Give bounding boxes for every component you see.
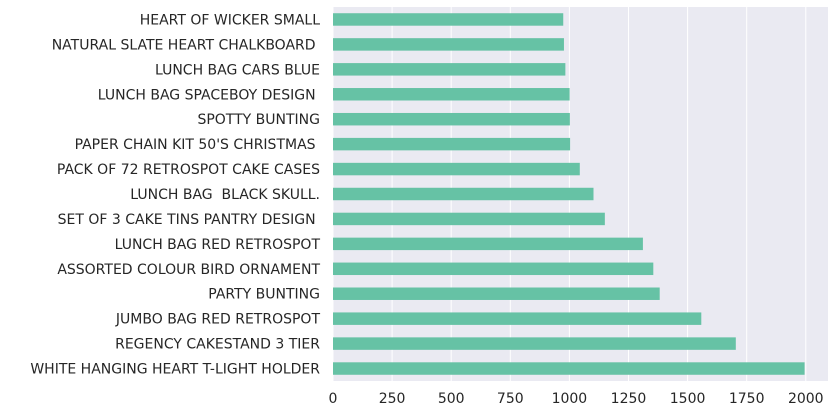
- category-label-5: LUNCH BAG RED RETROSPOT: [115, 237, 321, 253]
- category-label-11: LUNCH BAG SPACEBOY DESIGN: [98, 87, 320, 103]
- bar-11: [333, 88, 570, 101]
- category-label-10: SPOTTY BUNTING: [197, 112, 320, 128]
- category-labels: WHITE HANGING HEART T-LIGHT HOLDER REGENC…: [30, 12, 320, 377]
- category-label-4: ASSORTED COLOUR BIRD ORNAMENT: [57, 262, 320, 278]
- bar-10: [333, 112, 570, 126]
- x-tick-label-7: 1750: [729, 391, 765, 407]
- category-label-7: LUNCH BAG BLACK SKULL.: [130, 187, 320, 203]
- x-tick-label-8: 2000: [788, 391, 824, 407]
- bar-0: [333, 362, 805, 375]
- category-label-12: LUNCH BAG CARS BLUE: [155, 62, 320, 78]
- category-label-14: HEART OF WICKER SMALL: [140, 12, 320, 28]
- bar-9: [333, 137, 571, 151]
- category-label-0: WHITE HANGING HEART T-LIGHT HOLDER: [30, 362, 320, 378]
- x-tick-label-6: 1500: [670, 391, 706, 407]
- x-tick-label-2: 500: [438, 391, 465, 407]
- bar-7: [333, 187, 594, 201]
- bar-14: [333, 13, 564, 26]
- category-label-9: PAPER CHAIN KIT 50'S CHRISTMAS: [75, 137, 320, 153]
- bar-6: [333, 212, 605, 226]
- bar-1: [333, 337, 736, 350]
- bar-12: [333, 63, 566, 76]
- category-label-1: REGENCY CAKESTAND 3 TIER: [115, 337, 320, 353]
- bar-2: [333, 312, 702, 325]
- category-label-13: NATURAL SLATE HEART CHALKBOARD: [52, 37, 320, 53]
- category-label-2: JUMBO BAG RED RETROSPOT: [115, 312, 321, 328]
- x-tick-label-3: 750: [497, 391, 524, 407]
- category-label-6: SET OF 3 CAKE TINS PANTRY DESIGN: [58, 212, 320, 228]
- x-tick-labels: 0 250 500 750 1000 1250 1500 1750 2000: [329, 391, 824, 407]
- bar-8: [333, 162, 580, 176]
- bar-13: [333, 38, 564, 51]
- category-label-3: PARTY BUNTING: [208, 287, 320, 303]
- bar-5: [333, 237, 643, 251]
- x-tick-label-5: 1250: [611, 391, 647, 407]
- x-tick-label-4: 1000: [552, 391, 588, 407]
- bar-4: [333, 262, 654, 276]
- bars: [333, 13, 805, 375]
- bar-3: [333, 287, 660, 300]
- x-tick-label-0: 0: [329, 391, 338, 407]
- x-tick-label-1: 250: [379, 391, 406, 407]
- category-label-8: PACK OF 72 RETROSPOT CAKE CASES: [57, 162, 320, 178]
